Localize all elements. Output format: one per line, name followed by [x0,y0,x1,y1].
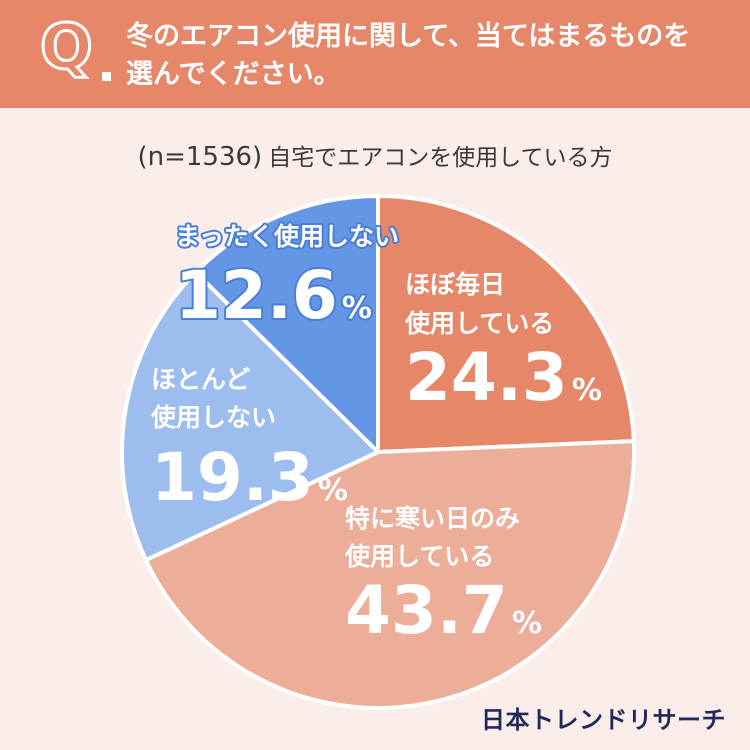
slice-label-rarely-line-1: ほとんど [151,365,250,394]
question-header: Q 冬のエアコン使用に関して、当てはまるものを 選んでください。 [0,0,750,108]
sample-description: 自宅でエアコンを使用している方 [268,145,613,171]
slice-label-rarely-line-2: 使用しない [150,403,276,432]
slice-value-rarely: 19.3% [151,439,348,516]
question-text: 冬のエアコン使用に関して、当てはまるものを 選んでください。 [126,18,726,94]
question-line-1: 冬のエアコン使用に関して、当てはまるものを [126,21,691,52]
slice-value-number-daily: 24.3 [405,339,568,416]
slice-label-cold_days-line-2: 使用している [344,542,494,571]
brand-logo: 日本トレンドリサーチ [481,706,726,734]
q-dot [102,72,111,81]
slice-value-number-rarely: 19.3 [151,439,314,516]
sample-size: (n=1536) [137,142,263,172]
slice-label-cold_days-line-1: 特に寒い日のみ [345,504,520,533]
pie-slice-cold_days [143,439,636,710]
pie-slice-never [193,194,380,454]
question-line-2: 選んでください。 [126,59,341,90]
slice-value-number-never: 12.6 [175,257,338,334]
pie-slice-daily [376,194,636,454]
slice-label-daily-line-1: ほぼ毎日 [405,270,505,299]
slice-value-daily: 24.3% [405,339,602,416]
slice-value-unit-daily: % [572,373,602,408]
slice-value-never: 12.6% [175,257,372,334]
slice-value-unit-rarely: % [318,473,348,508]
slice-value-unit-never: % [342,291,372,326]
pie-slice-rarely [120,270,380,563]
sample-subtitle: (n=1536) 自宅でエアコンを使用している方 [0,138,750,172]
q-letter: Q [39,10,95,83]
slice-value-number-cold_days: 43.7 [345,572,508,649]
slice-label-daily-line-2: 使用している [404,309,554,338]
q-mark-icon: Q [38,14,118,88]
slice-value-cold_days: 43.7% [345,572,542,649]
slice-value-unit-cold_days: % [512,606,542,641]
slice-label-never-line-1: まったく使用しない [175,222,399,251]
